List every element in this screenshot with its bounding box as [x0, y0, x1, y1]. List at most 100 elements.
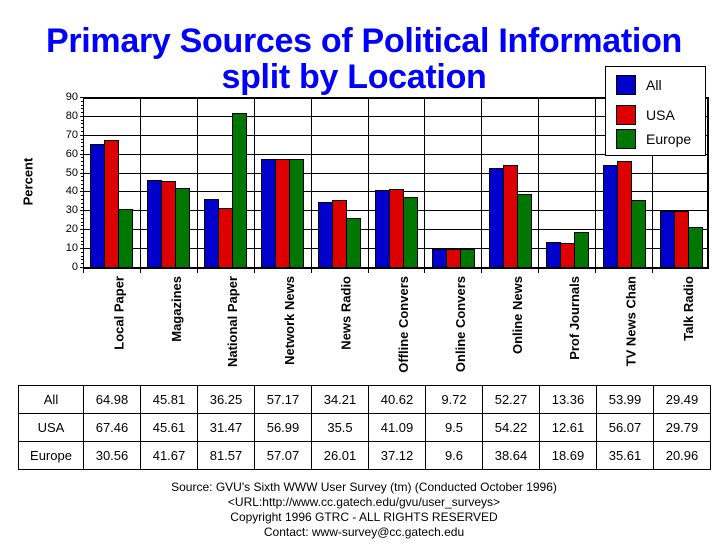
y-tick-mark	[80, 248, 84, 250]
y-minor-tick	[81, 176, 83, 178]
footer-source: Source: GVU's Sixth WWW User Survey (tm)…	[171, 480, 557, 494]
gridline-h	[83, 153, 709, 155]
gridline-v	[481, 97, 483, 273]
y-minor-tick	[81, 180, 83, 182]
y-tick-mark	[80, 153, 84, 155]
bar-usa	[275, 159, 291, 268]
table-cell: 31.47	[197, 413, 255, 442]
bar-all	[545, 241, 561, 268]
bar-usa	[616, 161, 632, 268]
y-minor-tick	[81, 127, 83, 129]
y-minor-tick	[81, 112, 83, 114]
y-tick-label: 60	[65, 147, 78, 160]
y-minor-tick	[81, 157, 83, 159]
y-minor-tick	[81, 168, 83, 170]
table-cell: 35.5	[311, 413, 369, 442]
y-minor-tick	[81, 233, 83, 234]
y-minor-tick	[81, 131, 83, 132]
y-minor-tick	[81, 119, 83, 121]
legend-swatch-usa	[616, 105, 636, 125]
table-row: All 64.98 45.81 36.25 57.17 34.21 40.62 9.72 52.…	[18, 385, 711, 414]
table-cell: 45.81	[140, 385, 198, 414]
y-minor-tick	[81, 255, 83, 257]
table-row: USA 67.46 45.61 31.47 56.99 35.5 41.09 9.5 54.22…	[18, 413, 711, 442]
y-minor-tick	[81, 202, 83, 204]
legend-label-usa: USA	[646, 107, 675, 123]
footer-copyright: Copyright 1996 GTRC - ALL RIGHTS RESERVE…	[230, 510, 498, 524]
gridline-h	[83, 115, 709, 117]
y-tick-mark	[80, 267, 84, 268]
table-cell: 57.17	[254, 385, 312, 414]
row-header: Europe	[18, 441, 84, 470]
table-cell: 53.99	[596, 385, 654, 414]
y-minor-tick	[81, 259, 83, 261]
y-minor-tick	[81, 206, 83, 208]
x-tick-label: Prof Journals	[566, 276, 582, 360]
gridline-v	[139, 97, 141, 273]
bar-all	[602, 165, 618, 268]
footer-url: <URL:http://www.cc.gatech.edu/gvu/user_s…	[227, 495, 501, 509]
y-minor-tick	[81, 221, 83, 223]
legend: All USA Europe	[605, 66, 706, 156]
y-tick-mark	[80, 134, 84, 136]
footer-contact: Contact: www-survey@cc.gatech.edu	[263, 525, 465, 539]
table-cell: 13.36	[539, 385, 597, 414]
table-cell: 9.6	[425, 441, 483, 470]
bar-all	[261, 159, 277, 268]
legend-swatch-europe	[616, 129, 636, 149]
x-tick-label: Online Convers	[452, 276, 468, 373]
bar-all	[375, 190, 390, 268]
y-tick-mark	[80, 115, 84, 117]
chart-title-line2: split by Location	[221, 58, 487, 96]
plot-area	[83, 97, 709, 267]
bar-all	[431, 248, 447, 268]
table-cell: 37.12	[368, 441, 426, 470]
legend-swatch-all	[616, 75, 636, 95]
y-minor-tick	[81, 165, 83, 166]
table-cell: 57.07	[254, 441, 312, 470]
bar-usa	[161, 180, 177, 268]
table-cell: 64.98	[83, 385, 141, 414]
bar-all	[488, 168, 504, 268]
table-cell: 20.96	[653, 441, 711, 470]
table-cell: 41.67	[140, 441, 198, 470]
x-tick-label: Online News	[509, 276, 525, 355]
bar-all	[318, 202, 334, 268]
table-cell: 38.64	[482, 441, 540, 470]
x-tick-label: National Paper	[225, 276, 241, 368]
gridline-v	[196, 97, 198, 273]
y-tick-label: 50	[65, 166, 78, 179]
y-tick-mark	[80, 210, 84, 212]
y-tick-mark	[80, 97, 84, 98]
y-tick-label: 80	[65, 109, 78, 122]
footer: Source: GVU's Sixth WWW User Survey (tm)…	[0, 480, 728, 540]
table-cell: 56.07	[596, 413, 654, 442]
table-cell: 41.09	[368, 413, 426, 442]
table-cell: 18.69	[539, 441, 597, 470]
y-minor-tick	[81, 146, 83, 148]
bar-europe	[403, 196, 418, 268]
bar-europe	[630, 199, 646, 268]
x-tick-label: Talk Radio	[680, 276, 696, 341]
table-cell: 29.49	[653, 385, 711, 414]
y-minor-tick	[81, 142, 83, 144]
table-cell: 56.99	[254, 413, 312, 442]
gridline-v	[538, 97, 540, 273]
bar-europe	[459, 248, 475, 268]
table-cell: 45.61	[140, 413, 198, 442]
bar-europe	[232, 112, 248, 268]
bar-europe	[687, 227, 703, 268]
y-tick-mark	[80, 229, 84, 231]
y-axis	[83, 97, 84, 273]
bar-usa	[502, 164, 518, 268]
y-tick-label: 30	[65, 204, 78, 217]
y-tick-mark	[80, 172, 84, 174]
bar-europe	[118, 209, 134, 268]
y-minor-tick	[81, 100, 83, 102]
bar-usa	[673, 210, 689, 268]
y-minor-tick	[81, 104, 83, 106]
legend-label-europe: Europe	[646, 131, 692, 147]
bar-usa	[445, 249, 461, 268]
gridline-v	[310, 97, 312, 273]
x-tick-label: Offline Convers	[396, 276, 411, 373]
